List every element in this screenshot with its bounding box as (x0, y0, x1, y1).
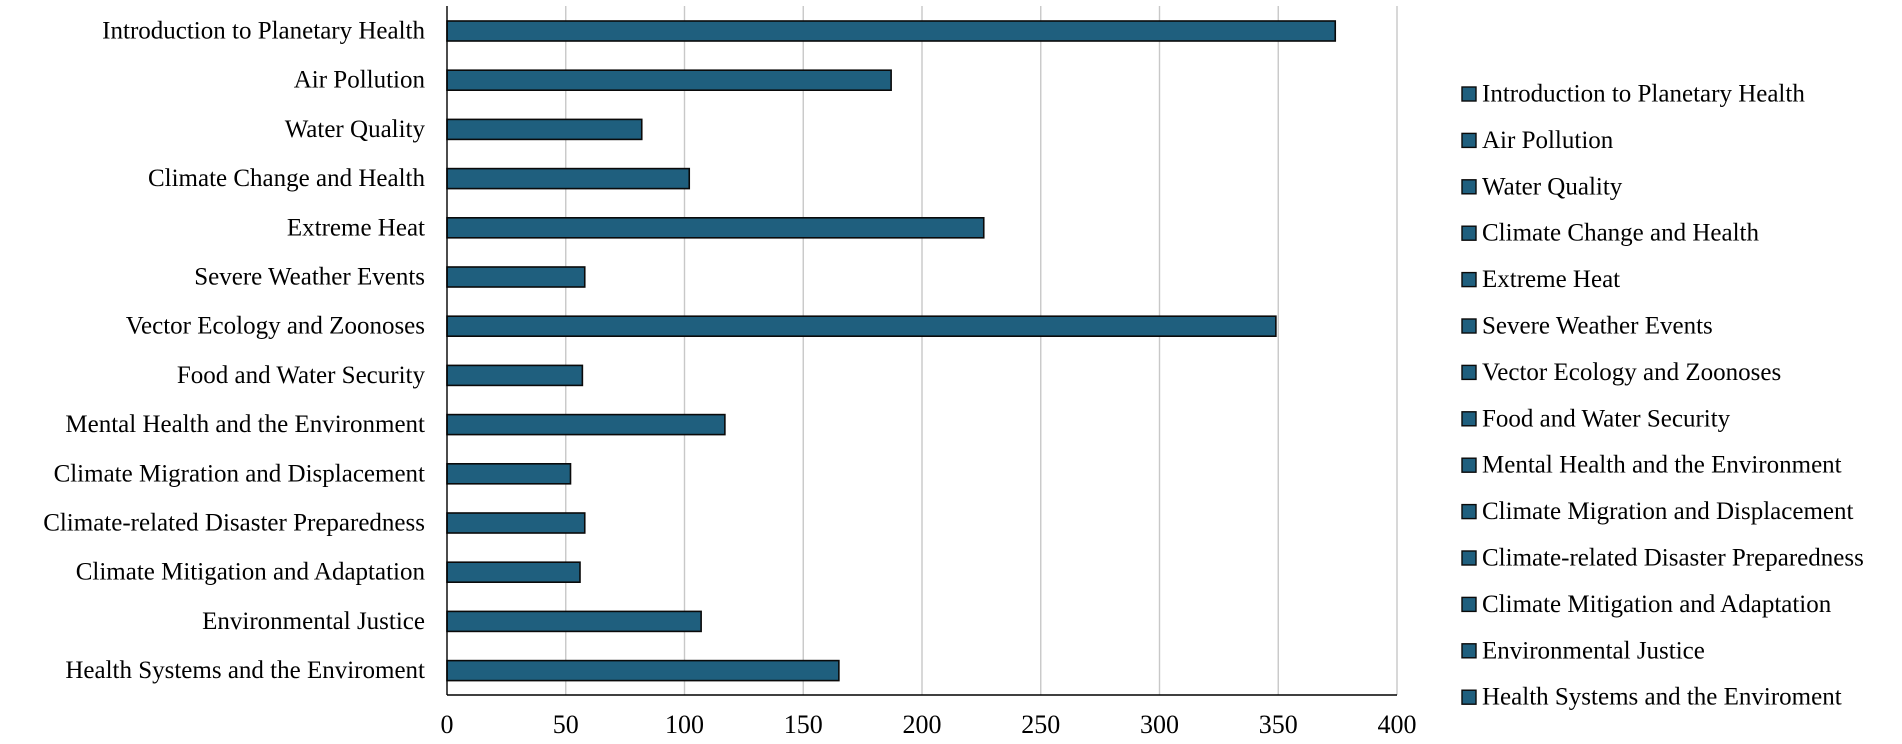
bar-5 (446, 217, 985, 239)
legend-label-10: Climate Migration and Displacement (1482, 498, 1853, 525)
legend-label-7: Vector Ecology and Zoonoses (1482, 359, 1781, 386)
axes (446, 6, 1397, 696)
bar-3 (446, 118, 643, 141)
category-label-3: Water Quality (285, 116, 426, 143)
legend-label-4: Climate Change and Health (1482, 220, 1760, 247)
bar-4 (446, 167, 691, 190)
category-label-12: Climate Mitigation and Adaptation (76, 559, 426, 586)
bars (446, 20, 1337, 682)
category-labels: Introduction to Planetary Health Air Poll… (43, 18, 425, 685)
x-tick-label-50: 50 (553, 710, 579, 739)
bar-9 (446, 413, 726, 436)
bar-6 (446, 266, 586, 288)
category-label-7: Vector Ecology and Zoonoses (126, 313, 425, 340)
legend-label-13: Environmental Justice (1482, 637, 1705, 664)
category-label-6: Severe Weather Events (194, 264, 425, 291)
legend-label-12: Climate Mitigation and Adaptation (1482, 591, 1832, 618)
bar-2 (446, 69, 892, 91)
legend-swatch-8 (1461, 411, 1477, 427)
category-label-2: Air Pollution (294, 67, 426, 94)
legend-swatch-10 (1461, 503, 1477, 520)
legend-label-6: Severe Weather Events (1482, 313, 1713, 340)
category-label-11: Climate-related Disaster Preparedness (43, 510, 425, 537)
legend-swatch-2 (1461, 132, 1477, 149)
category-label-5: Extreme Heat (287, 214, 425, 241)
legend-label-5: Extreme Heat (1482, 266, 1620, 293)
x-tick-label-350: 350 (1259, 710, 1298, 739)
category-label-10: Climate Migration and Displacement (54, 460, 425, 487)
legend-swatch-4 (1461, 225, 1477, 241)
legend-swatch-7 (1461, 364, 1477, 381)
bar-1 (446, 20, 1337, 42)
legend-swatch-11 (1461, 550, 1477, 566)
bar-12 (446, 561, 581, 584)
bar-13 (446, 610, 702, 633)
legend-swatch-12 (1461, 596, 1477, 613)
bar-11 (446, 512, 586, 534)
bar-14 (446, 659, 840, 682)
category-label-9: Mental Health and the Environment (65, 411, 425, 438)
legend-label-14: Health Systems and the Enviroment (1482, 684, 1842, 711)
legend-label-3: Water Quality (1482, 173, 1623, 200)
category-label-14: Health Systems and the Enviroment (65, 657, 425, 684)
x-tick-labels: 0 50 100 150 200 250 300 350 400 (441, 710, 1417, 739)
bar-10 (446, 462, 572, 485)
legend-swatch-5 (1461, 271, 1477, 288)
x-tick-label-0: 0 (441, 710, 454, 739)
legend-swatch-14 (1461, 689, 1477, 705)
legend-swatch-3 (1461, 179, 1477, 195)
legend: Introduction to Planetary Health Air Poll… (1461, 81, 1864, 711)
category-label-8: Food and Water Security (177, 362, 426, 389)
grid-lines (565, 6, 1398, 695)
legend-label-2: Air Pollution (1482, 127, 1614, 154)
x-tick-label-300: 300 (1140, 710, 1179, 739)
legend-label-1: Introduction to Planetary Health (1482, 81, 1805, 108)
x-tick-label-400: 400 (1378, 710, 1417, 739)
legend-swatch-13 (1461, 643, 1477, 659)
x-tick-label-150: 150 (784, 710, 823, 739)
legend-swatch-1 (1461, 86, 1477, 102)
bar-8 (446, 364, 584, 387)
legend-swatch-9 (1461, 457, 1477, 473)
category-label-4: Climate Change and Health (148, 165, 426, 192)
legend-label-11: Climate-related Disaster Preparedness (1482, 545, 1864, 572)
bar-7 (446, 315, 1277, 338)
x-tick-label-100: 100 (665, 710, 704, 739)
x-tick-label-250: 250 (1021, 710, 1060, 739)
legend-label-8: Food and Water Security (1482, 405, 1731, 432)
category-label-1: Introduction to Planetary Health (102, 18, 425, 45)
legend-label-9: Mental Health and the Environment (1482, 452, 1842, 479)
category-label-13: Environmental Justice (202, 608, 425, 635)
legend-swatch-6 (1461, 318, 1477, 334)
x-tick-label-200: 200 (903, 710, 942, 739)
